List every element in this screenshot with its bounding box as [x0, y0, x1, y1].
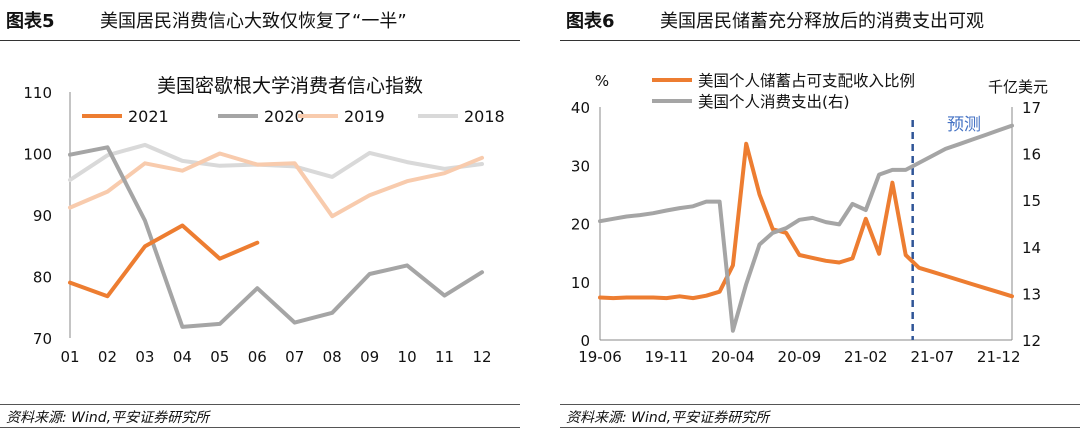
left-figure-header: 图表5 美国居民消费信心大致仅恢复了“一半”	[0, 0, 520, 41]
left-series-line-2019	[68, 151, 484, 219]
right-y-left-tick-label-1: 30	[571, 157, 590, 175]
right-series-line-savings-rate	[598, 141, 1014, 301]
left-legend-label-2020: 2020	[264, 107, 305, 126]
left-x-tick-label-5: 06	[248, 348, 267, 366]
left-source-bar: 资料来源: Wind,平安证券研究所	[0, 404, 520, 428]
right-source-bar: 资料来源: Wind,平安证券研究所	[560, 404, 1080, 428]
left-figure-title: 美国居民消费信心大致仅恢复了“一半”	[100, 11, 407, 32]
right-y-right-label: 千亿美元	[988, 78, 1048, 96]
left-x-tick-label-6: 07	[285, 348, 304, 366]
left-y-tick-label-0: 110	[23, 84, 52, 102]
left-x-tick-label-9: 10	[398, 348, 417, 366]
right-x-tick-label-4: 21-02	[844, 348, 888, 366]
left-legend-label-2019: 2019	[344, 107, 385, 126]
right-y-left-label: %	[595, 72, 609, 90]
right-legend-label-1: 美国个人消费支出(右)	[698, 93, 850, 111]
left-x-tick-label-10: 11	[435, 348, 454, 366]
left-legend-label-2021: 2021	[128, 107, 169, 126]
right-figure-title: 美国居民储蓄充分释放后的消费支出可观	[660, 11, 984, 32]
left-x-tick-label-0: 01	[60, 348, 79, 366]
left-series-line-2021	[68, 223, 260, 299]
left-chart: 美国密歇根大学消费者信心指数 110 100 90 80 70 01 02 03 04 05 06 0…	[23, 75, 505, 366]
right-series-line-consumption	[598, 123, 1014, 333]
right-y-left-tick-label-2: 20	[571, 216, 590, 234]
right-y-right-tick-label-5: 12	[1022, 332, 1041, 350]
right-y-right-tick-label-1: 16	[1022, 146, 1041, 164]
left-figure-panel: 图表5 美国居民消费信心大致仅恢复了“一半” 美国密歇根大学消费者信心指数 11…	[0, 0, 520, 435]
left-x-tick-label-7: 08	[323, 348, 342, 366]
right-chart: % 千亿美元 预测 40 30 20 10 0 17 16 15 14 13 12 19-06 19-1…	[571, 72, 1048, 366]
right-y-right-tick-label-2: 15	[1022, 192, 1041, 210]
left-series-line-2020	[68, 145, 484, 329]
right-figure-label: 图表6	[566, 11, 615, 32]
right-y-left-tick-label-4: 0	[580, 332, 590, 350]
right-figure-panel: 图表6 美国居民储蓄充分释放后的消费支出可观 % 千亿美元 预测 40 30 20 1…	[560, 0, 1080, 435]
left-y-tick-label-1: 100	[23, 146, 52, 164]
left-x-tick-label-4: 05	[210, 348, 229, 366]
left-y-tick-label-2: 90	[33, 207, 52, 225]
left-chart-title: 美国密歇根大学消费者信心指数	[157, 75, 423, 97]
left-y-tick-label-3: 80	[33, 269, 52, 287]
right-source-note: 资料来源: Wind,平安证券研究所	[566, 410, 770, 426]
left-x-tick-label-11: 12	[472, 348, 491, 366]
right-y-right-tick-label-0: 17	[1022, 99, 1041, 117]
forecast-label: 预测	[947, 115, 981, 135]
left-x-tick-label-8: 09	[360, 348, 379, 366]
right-y-right-tick-label-4: 13	[1022, 285, 1041, 303]
left-x-tick-label-3: 04	[173, 348, 192, 366]
left-y-tick-label-4: 70	[33, 330, 52, 348]
right-figure-header: 图表6 美国居民储蓄充分释放后的消费支出可观	[560, 0, 1080, 41]
right-legend-label-0: 美国个人储蓄占可支配收入比例	[698, 72, 915, 90]
right-x-tick-label-0: 19-06	[578, 348, 622, 366]
right-x-tick-label-1: 19-11	[645, 348, 689, 366]
right-y-left-tick-label-3: 10	[571, 274, 590, 292]
right-x-tick-label-5: 21-07	[910, 348, 954, 366]
right-x-tick-label-3: 20-09	[778, 348, 822, 366]
right-y-right-tick-label-3: 14	[1022, 239, 1041, 257]
left-legend-label-2018: 2018	[464, 107, 505, 126]
right-x-tick-label-6: 21-12	[977, 348, 1021, 366]
left-figure-label: 图表5	[6, 11, 55, 32]
right-x-tick-label-2: 20-04	[711, 348, 755, 366]
left-x-tick-label-1: 02	[98, 348, 117, 366]
left-x-tick-label-2: 03	[135, 348, 154, 366]
right-y-left-tick-label-0: 40	[571, 99, 590, 117]
left-source-note: 资料来源: Wind,平安证券研究所	[6, 410, 210, 426]
